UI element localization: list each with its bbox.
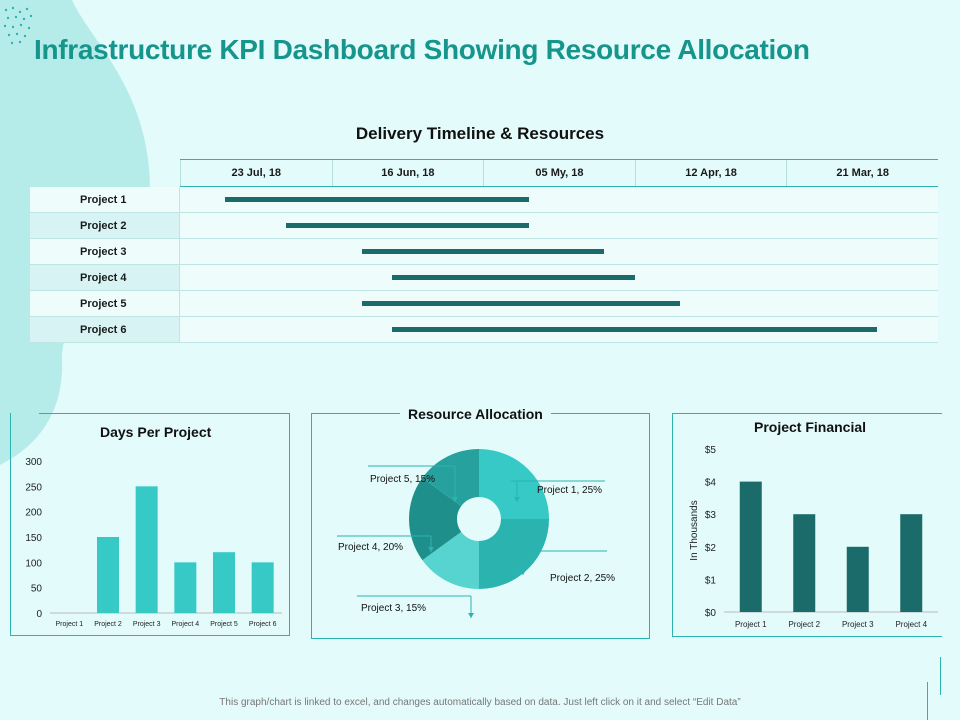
bar [135, 486, 158, 613]
gantt-date-column: 05 My, 18 [483, 160, 635, 186]
gantt-date-column: 12 Apr, 18 [634, 160, 787, 186]
y-tick-label: $4 [705, 478, 717, 489]
bar [793, 514, 816, 612]
bar [739, 481, 762, 612]
gantt-task-label: Project 1 [30, 187, 180, 212]
x-tick-label: Project 4 [895, 620, 927, 629]
gantt-bar [225, 197, 529, 202]
pie-leader-arrow [520, 570, 526, 575]
pie-slice-label: Project 2, 25% [550, 573, 615, 584]
x-tick-label: Project 3 [842, 620, 874, 629]
y-tick-label: 100 [25, 558, 42, 569]
y-tick-label: $0 [705, 608, 717, 619]
bar [251, 562, 274, 613]
x-tick-label: Project 1 [735, 620, 767, 629]
days-chart-title: Days Per Project [100, 424, 212, 440]
gantt-bar [392, 327, 878, 332]
gantt-task-label: Project 5 [30, 291, 180, 316]
bar [213, 552, 235, 613]
bar [846, 546, 869, 612]
y-tick-label: 150 [25, 533, 42, 544]
pie-leader-arrow [468, 613, 474, 618]
gantt-row: Project 3 [30, 239, 938, 265]
x-tick-label: Project 5 [210, 621, 238, 628]
gantt-date-column: 16 Jun, 18 [331, 160, 484, 186]
pie-leader-arrow [514, 497, 520, 502]
gantt-row: Project 6 [30, 317, 938, 343]
y-tick-label: $5 [705, 445, 717, 456]
gantt-row: Project 2 [30, 213, 938, 239]
bar [174, 562, 197, 613]
gantt-date-column: 23 Jul, 18 [180, 160, 332, 186]
y-tick-label: $2 [705, 543, 717, 554]
gantt-date-column: 21 Mar, 18 [786, 160, 938, 186]
gantt-chart: 23 Jul, 18 16 Jun, 18 05 My, 18 12 Apr, … [30, 159, 938, 343]
financial-chart-title: Project Financial [754, 419, 867, 435]
y-axis-label: In Thousands [689, 500, 700, 560]
x-tick-label: Project 4 [172, 621, 200, 628]
y-tick-label: $3 [705, 510, 717, 521]
y-tick-label: 200 [25, 508, 42, 519]
x-tick-label: Project 6 [249, 621, 277, 628]
gantt-bar [361, 249, 605, 254]
resource-pie-chart: Project 1, 25% Project 2, 25% Project 3, 1… [337, 449, 615, 618]
y-tick-label: 250 [25, 482, 42, 493]
pie-leader-arrow [428, 547, 434, 552]
y-tick-label: $1 [705, 575, 717, 586]
y-tick-label: 300 [25, 457, 42, 468]
gantt-title: Delivery Timeline & Resources [355, 124, 605, 143]
gantt-bar [286, 223, 529, 228]
bar [97, 537, 119, 613]
pie-slice-label: Project 1, 25% [537, 485, 602, 496]
days-per-project-panel [10, 413, 290, 636]
pie-slice [422, 449, 479, 507]
pie-slice [422, 531, 479, 589]
pie-slice [479, 519, 549, 589]
dots-decoration [3, 6, 33, 45]
gantt-rows: Project 1 Project 2 Project 3 Project 4 … [30, 187, 938, 343]
decor-line [927, 682, 928, 720]
x-tick-label: Project 1 [56, 621, 84, 628]
resource-chart-title: Resource Allocation [400, 406, 551, 422]
gantt-task-label: Project 2 [30, 213, 180, 238]
pie-slice-label: Project 3, 15% [361, 603, 426, 614]
x-tick-label: Project 2 [788, 620, 820, 629]
pie-slice [409, 477, 462, 561]
gantt-task-label: Project 4 [30, 265, 180, 290]
project-financial-panel [672, 413, 943, 637]
footer-note: This graph/chart is linked to excel, and… [219, 697, 741, 708]
x-tick-label: Project 3 [133, 621, 161, 628]
y-tick-label: 50 [31, 584, 43, 595]
gantt-row: Project 1 [30, 187, 938, 213]
gantt-task-label: Project 3 [30, 239, 180, 264]
pie-leader-arrow [452, 497, 458, 502]
gantt-header: 23 Jul, 18 16 Jun, 18 05 My, 18 12 Apr, … [180, 159, 938, 187]
y-tick-label: 0 [36, 609, 42, 620]
gantt-bar [392, 275, 635, 280]
gantt-row: Project 5 [30, 291, 938, 317]
pie-slice-label: Project 4, 20% [338, 542, 403, 553]
days-bar-chart: 0 50 100 150 200 250 300 Project 1 Project 2 Proj… [25, 457, 282, 628]
page-title: Infrastructure KPI Dashboard Showing Res… [34, 34, 810, 65]
gantt-row: Project 4 [30, 265, 938, 291]
gantt-bar [361, 301, 681, 306]
decor-line [940, 657, 941, 695]
pie-slice [479, 449, 549, 519]
x-tick-label: Project 2 [94, 621, 122, 628]
bar [900, 514, 923, 612]
gantt-task-label: Project 6 [30, 317, 180, 342]
pie-slice-label: Project 5, 15% [370, 474, 435, 485]
financial-bar-chart: $0 $1 $2 $3 $4 $5 In Thousands Project 1 Project… [689, 445, 938, 629]
